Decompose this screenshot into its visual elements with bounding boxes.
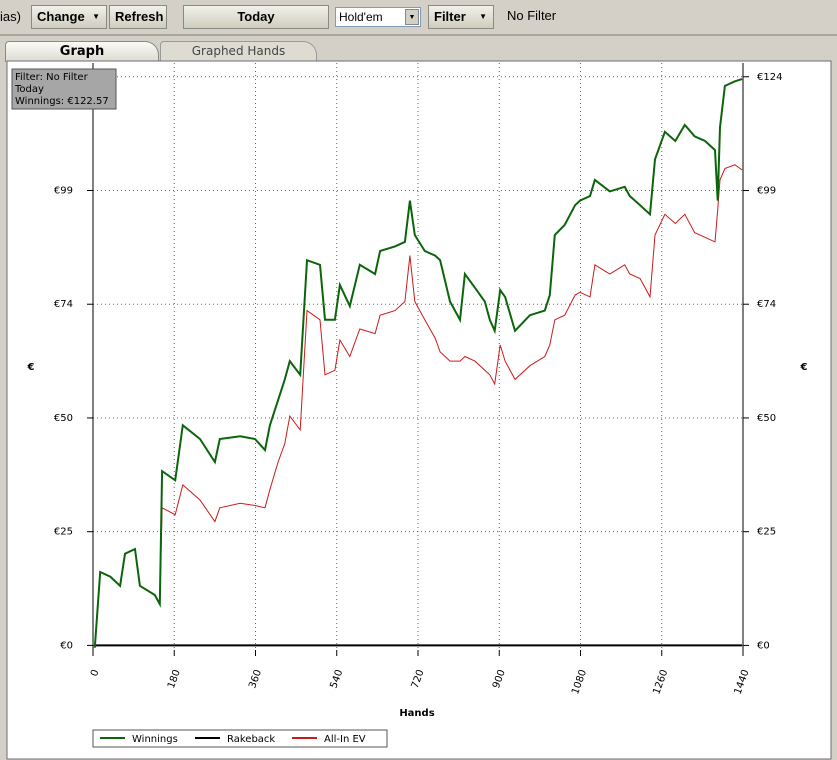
y-tick-label: €99 [54, 185, 73, 196]
y2-tick-label: €124 [757, 72, 782, 83]
arrow: ▼ [92, 12, 100, 21]
filter-button[interactable]: Filter ▼ [428, 5, 494, 29]
today-button[interactable]: Today [183, 5, 329, 29]
chart-panel [6, 60, 832, 760]
legend-label: Rakeback [227, 734, 275, 745]
label: Filter [434, 9, 466, 24]
info-line: Today [14, 84, 44, 95]
y2-axis-label: € [800, 362, 808, 373]
x-axis-label: Hands [399, 708, 434, 719]
y2-tick-label: €0 [757, 640, 770, 651]
legend-label: Winnings [132, 734, 178, 745]
y2-tick-label: €99 [757, 185, 776, 196]
y-tick-label: €50 [54, 413, 73, 424]
x-tick-label: 0 [89, 668, 102, 678]
series-line [94, 164, 743, 648]
legend-label: All-In EV [324, 734, 366, 745]
game-select[interactable]: Hold'em ▼ [335, 7, 421, 27]
y2-tick-label: €74 [757, 299, 776, 310]
series-line [93, 78, 743, 648]
y2-tick-label: €50 [757, 413, 776, 424]
y2-tick-label: €25 [757, 527, 776, 538]
tab-graphed-hands[interactable]: Graphed Hands [160, 41, 317, 61]
y-tick-label: €0 [60, 640, 73, 651]
info-bg [11, 68, 117, 110]
legend-box [92, 729, 388, 748]
filter-status: No Filter [507, 8, 557, 23]
arrow: ▼ [405, 9, 419, 25]
refresh-button[interactable]: Refresh [109, 5, 167, 29]
info-line: Filter: No Filter [15, 72, 89, 83]
label: Change [37, 9, 85, 24]
y-axis-label: € [27, 362, 35, 373]
chart: € € Hands €0 €0 €25 €25 €50 €50 €74 €74 €99 €99 €1… [6, 60, 832, 760]
info-line: Winnings: €122.57 [15, 96, 109, 107]
change-button[interactable]: Change ▼ [31, 5, 107, 29]
separator [0, 34, 837, 36]
tab-graph[interactable]: Graph [5, 41, 159, 62]
arrow: ▼ [479, 12, 487, 21]
game-value: Hold'em [339, 10, 383, 24]
info-box: Filter: No Filter Today Winnings: €122.5… [11, 68, 117, 110]
plot: €0€0€25€25€50€50€74€74€99€99€124€1240180… [48, 63, 782, 696]
partial-label: ias) [0, 9, 21, 24]
y-tick-label: €25 [54, 527, 73, 538]
y-tick-label: €74 [54, 299, 73, 310]
